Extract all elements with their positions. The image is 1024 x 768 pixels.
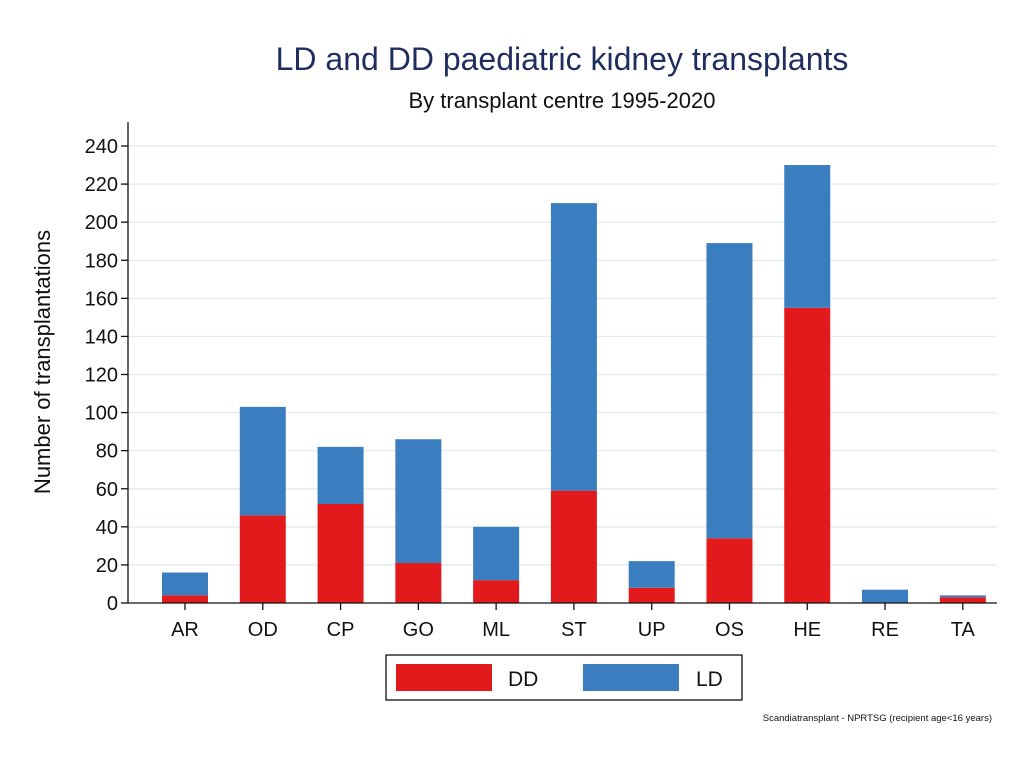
bar-ld-os — [706, 243, 753, 539]
bar-dd-up — [628, 587, 675, 603]
x-tick-label-he: HE — [793, 619, 821, 641]
y-tick-label: 180 — [85, 250, 118, 272]
bar-ld-ar — [162, 572, 208, 596]
x-tick-label-st: ST — [561, 619, 587, 641]
x-tick-label-ar: AR — [171, 619, 199, 641]
y-tick-label: 0 — [107, 593, 118, 615]
bar-ld-re — [862, 589, 909, 603]
y-axis-label: Number of transplantations — [30, 230, 55, 494]
bar-ld-he — [784, 165, 831, 308]
x-tick-label-od: OD — [248, 619, 278, 641]
x-tick-label-re: RE — [871, 619, 899, 641]
bar-dd-od — [239, 515, 286, 603]
x-tick-label-go: GO — [403, 619, 434, 641]
y-tick-label: 140 — [85, 326, 118, 348]
bar-dd-he — [784, 307, 831, 603]
y-tick-label: 80 — [96, 441, 118, 463]
source-note: Scandiatransplant - NPRTSG (recipient ag… — [763, 713, 992, 724]
bars — [162, 165, 986, 603]
y-tick-label: 240 — [85, 136, 118, 158]
bar-dd-cp — [317, 503, 364, 603]
y-tick-label: 100 — [85, 403, 118, 425]
chart-title: LD and DD paediatric kidney transplants — [276, 41, 849, 77]
bar-ld-up — [628, 561, 675, 588]
chart-subtitle: By transplant centre 1995-2020 — [409, 88, 716, 113]
bar-ld-ml — [473, 526, 520, 581]
bar-ld-cp — [317, 446, 364, 504]
x-tick-label-ml: ML — [482, 619, 510, 641]
x-tick-label-cp: CP — [327, 619, 355, 641]
bar-dd-ta — [939, 597, 986, 603]
x-tick-label-up: UP — [638, 619, 666, 641]
bar-ld-go — [395, 439, 442, 564]
y-tick-label: 60 — [96, 479, 118, 501]
y-tick-label: 120 — [85, 365, 118, 387]
legend-label-ld: LD — [696, 668, 723, 691]
x-axis: AR OD CP GO ML ST UP OS HE RE TA — [128, 602, 997, 641]
y-tick-label: 20 — [96, 555, 118, 577]
y-tick-label: 160 — [85, 288, 118, 310]
x-tick-label-os: OS — [715, 619, 744, 641]
legend-swatch-ld — [583, 664, 679, 691]
bar-dd-go — [395, 563, 442, 603]
x-tick-label-ta: TA — [951, 619, 976, 641]
bar-dd-ml — [473, 580, 520, 603]
y-tick-label: 40 — [96, 517, 118, 539]
y-tick-label: 220 — [85, 174, 118, 196]
bar-dd-os — [706, 538, 753, 603]
y-axis: 0 20 40 60 80 100 120 140 160 180 200 220 240 — [85, 122, 129, 615]
bar-ld-od — [239, 406, 286, 516]
legend-swatch-dd — [396, 664, 492, 691]
bar-ld-ta — [939, 595, 986, 598]
bar-dd-st — [550, 490, 597, 603]
bar-dd-ar — [162, 595, 208, 603]
legend: DD LD — [385, 654, 743, 701]
y-tick-label: 200 — [85, 212, 118, 234]
legend-label-dd: DD — [508, 668, 538, 691]
bar-ld-st — [550, 203, 597, 491]
